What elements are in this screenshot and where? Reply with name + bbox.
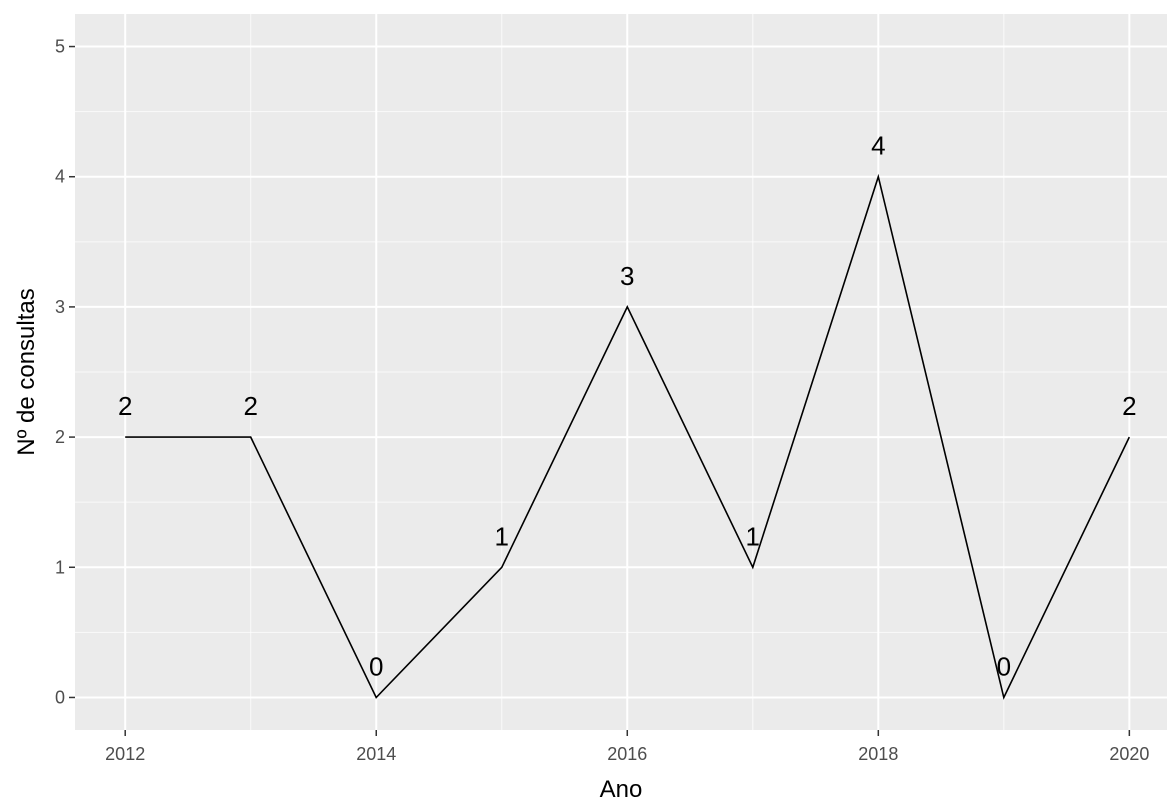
data-labels: 2 2 0 1 3 1 4 0 2	[118, 131, 1137, 682]
x-axis-title: Ano	[600, 776, 643, 802]
y-tick-label: 0	[55, 687, 65, 707]
data-label: 1	[746, 521, 760, 551]
data-label: 4	[871, 131, 885, 161]
y-tick-label: 5	[55, 37, 65, 57]
x-tick-label: 2020	[1109, 744, 1149, 764]
x-tick-label: 2016	[607, 744, 647, 764]
data-label: 3	[620, 261, 634, 291]
data-label: 2	[1122, 391, 1136, 421]
y-tick-label: 4	[55, 167, 65, 187]
x-tick-label: 2018	[858, 744, 898, 764]
x-tick-label: 2012	[105, 744, 145, 764]
data-label: 0	[369, 651, 383, 681]
x-tick-label: 2014	[356, 744, 396, 764]
y-axis-ticks: 0 1 2 3 4 5	[55, 37, 75, 707]
grid-minor	[75, 14, 1167, 730]
y-tick-label: 1	[55, 557, 65, 577]
data-label: 1	[495, 521, 509, 551]
data-label: 2	[243, 391, 257, 421]
y-tick-label: 3	[55, 297, 65, 317]
x-axis-ticks: 2012 2014 2016 2018 2020	[105, 730, 1149, 764]
series-line	[125, 173, 1131, 700]
y-axis-title: Nº de consultas	[13, 288, 40, 456]
y-tick-label: 2	[55, 427, 65, 447]
grid-major	[75, 14, 1167, 730]
data-label: 0	[997, 651, 1011, 681]
data-label: 2	[118, 391, 132, 421]
